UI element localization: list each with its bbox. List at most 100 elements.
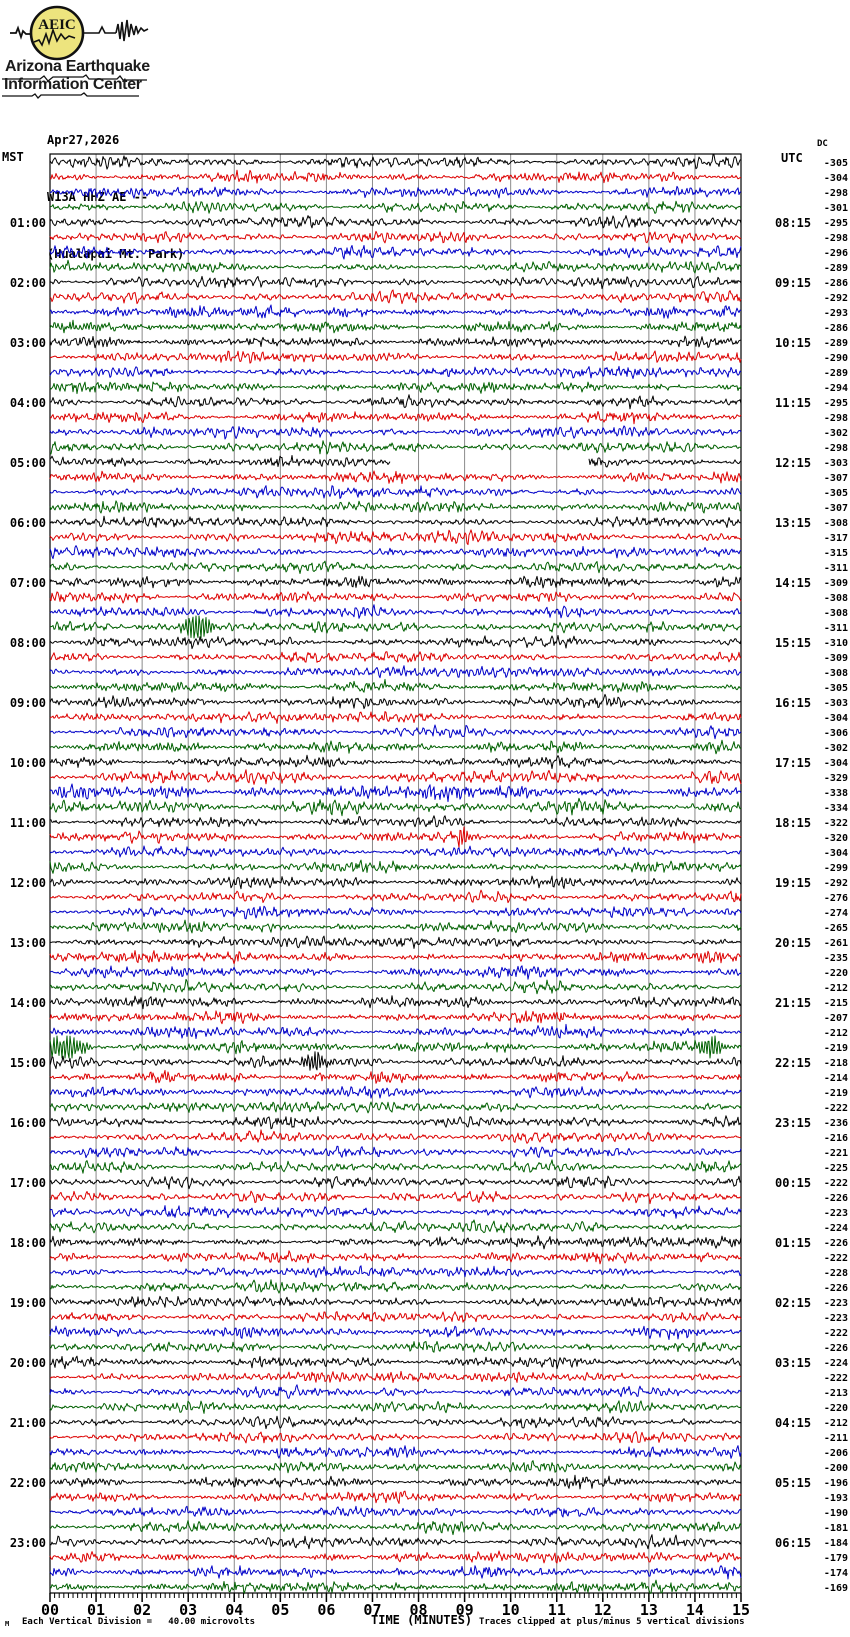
dc-offset-value-row-29: -309 [824,578,848,589]
trace-row-47 [49,845,742,858]
dc-offset-value-row-95: -174 [824,1568,848,1579]
hour-label-mst-04:00: 04:00 [10,396,46,410]
dc-offset-value-row-60: -219 [824,1043,848,1054]
trace-row-34 [49,651,742,663]
minute-tick-label-13: 13 [640,1601,658,1619]
trace-row-87 [49,1445,742,1459]
dc-offset-value-row-21: -303 [824,458,848,469]
dc-offset-value-row-49: -292 [824,878,848,889]
hour-label-utc-14:15: 14:15 [775,576,811,590]
dc-offset-value-row-80: -226 [824,1343,848,1354]
trace-row-74 [49,1250,742,1265]
trace-row-56 [49,978,742,995]
trace-row-69 [49,1175,742,1190]
trace-row-62 [49,1069,742,1084]
dc-offset-value-row-47: -304 [824,848,848,859]
trace-row-5 [49,215,742,229]
dc-offset-value-row-91: -190 [824,1508,848,1519]
hour-label-utc-09:15: 09:15 [775,276,811,290]
trace-row-82 [49,1370,741,1383]
hour-label-mst-03:00: 03:00 [10,336,46,350]
trace-row-13 [49,335,742,349]
dc-offset-value-row-93: -184 [824,1538,848,1549]
trace-row-9 [49,275,742,290]
trace-row-93 [49,1534,742,1550]
dc-offset-value-row-72: -224 [824,1223,848,1234]
trace-row-22 [49,470,742,484]
trace-row-12 [49,319,742,334]
dc-offset-value-row-30: -308 [824,593,848,604]
dc-offset-value-row-51: -274 [824,908,848,919]
dc-offset-value-row-86: -211 [824,1433,848,1444]
clip-note: Traces clipped at plus/minus 5 vertical … [479,1617,745,1627]
trace-row-66 [49,1129,742,1144]
dc-offset-value-row-43: -338 [824,788,848,799]
hour-label-utc-18:15: 18:15 [775,816,811,830]
dc-offset-value-row-41: -304 [824,758,848,769]
dc-offset-value-row-27: -315 [824,548,848,559]
hour-label-utc-03:15: 03:15 [775,1356,811,1370]
trace-row-8 [49,259,742,274]
org-underline-wave-1 [2,74,147,82]
trace-row-90 [49,1490,742,1504]
dc-offset-value-row-39: -306 [824,728,848,739]
trace-row-58 [49,1010,742,1025]
dc-offset-value-row-33: -310 [824,638,848,649]
dc-offset-value-row-77: -223 [824,1298,848,1309]
dc-offset-value-row-38: -304 [824,713,848,724]
hour-label-utc-15:15: 15:15 [775,636,811,650]
dc-offset-value-row-96: -169 [824,1583,848,1594]
trace-row-77 [49,1295,742,1308]
dc-offset-value-row-57: -215 [824,998,848,1009]
minute-tick-label-00: 00 [41,1601,59,1619]
trace-row-71 [49,1205,742,1219]
dc-offset-value-row-17: -295 [824,398,848,409]
dc-offset-value-row-67: -221 [824,1148,848,1159]
trace-row-18 [49,411,742,425]
trace-row-46 [49,826,742,848]
dc-offset-value-row-94: -179 [824,1553,848,1564]
hour-label-mst-12:00: 12:00 [10,876,46,890]
dc-offset-value-row-50: -276 [824,893,848,904]
dc-offset-value-row-22: -307 [824,473,848,484]
aeic-logo: AEIC [10,5,149,61]
dc-offset-value-row-58: -207 [824,1013,848,1024]
dc-offset-value-row-85: -212 [824,1418,848,1429]
trace-row-6 [49,230,742,244]
trace-row-91 [49,1505,742,1518]
trace-row-51 [49,905,742,920]
hour-label-mst-09:00: 09:00 [10,696,46,710]
hour-label-mst-07:00: 07:00 [10,576,46,590]
dc-offset-value-row-56: -212 [824,983,848,994]
hour-label-utc-01:15: 01:15 [775,1236,811,1250]
trace-row-36 [49,678,742,693]
minute-tick-label-10: 10 [502,1601,520,1619]
dc-offset-value-row-46: -320 [824,833,848,844]
hour-label-mst-10:00: 10:00 [10,756,46,770]
dc-offset-value-row-54: -235 [824,953,848,964]
trace-row-67 [49,1145,742,1159]
trace-row-43 [49,783,742,803]
hour-label-utc-12:15: 12:15 [775,456,811,470]
dc-offset-value-row-73: -226 [824,1238,848,1249]
dc-offset-value-row-9: -286 [824,278,848,289]
trace-row-60 [49,1035,742,1059]
dc-offset-value-row-81: -224 [824,1358,848,1369]
dc-offset-value-row-32: -311 [824,623,848,634]
logo-left-squiggle [10,25,32,40]
hour-label-utc-05:15: 05:15 [775,1476,811,1490]
trace-row-86 [49,1430,742,1444]
hour-label-utc-00:15: 00:15 [775,1176,811,1190]
hour-label-utc-08:15: 08:15 [775,216,811,230]
trace-row-37 [49,693,742,710]
dc-offset-value-row-12: -286 [824,323,848,334]
dc-offset-value-row-65: -236 [824,1118,848,1129]
hour-label-mst-06:00: 06:00 [10,516,46,530]
trace-row-84 [49,1400,742,1414]
footer-mini-mark: M [5,1620,10,1628]
trace-row-1 [49,154,742,170]
minute-tick-label-11: 11 [548,1601,566,1619]
hour-label-mst-02:00: 02:00 [10,276,46,290]
hour-label-utc-10:15: 10:15 [775,336,811,350]
trace-row-48 [49,859,742,874]
